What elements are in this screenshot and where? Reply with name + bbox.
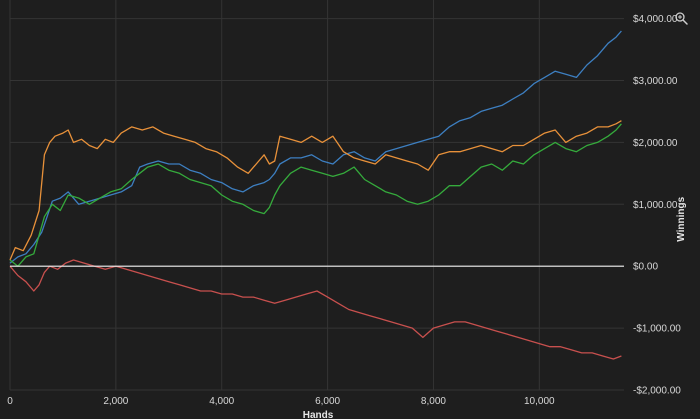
x-tick-label: 10,000 — [524, 396, 555, 407]
series-line-2 — [9, 120, 622, 261]
y-tick-label: $2,000.00 — [633, 138, 678, 149]
x-tick-label: 4,000 — [209, 396, 234, 407]
y-tick-label: $1,000.00 — [633, 200, 678, 211]
x-tick-label: 0 — [7, 396, 13, 407]
y-tick-label: $4,000.00 — [633, 14, 678, 25]
zoom-icon[interactable] — [675, 12, 688, 25]
y-tick-label: -$1,000.00 — [633, 324, 681, 335]
series-line-3 — [9, 123, 622, 267]
series-lines — [9, 30, 622, 360]
x-tick-label: 2,000 — [103, 396, 128, 407]
x-tick-label: 6,000 — [315, 396, 340, 407]
y-tick-label: -$2,000.00 — [633, 386, 681, 397]
x-axis-ticks: 0 2,000 4,000 6,000 8,000 10,000 — [7, 396, 555, 407]
y-tick-label: $0.00 — [633, 262, 658, 273]
series-line-1 — [9, 30, 622, 264]
y-axis-title: Winnings — [676, 196, 687, 241]
y-tick-label: $3,000.00 — [633, 76, 678, 87]
series-line-4 — [9, 259, 622, 360]
y-axis-ticks: -$2,000.00 -$1,000.00 $0.00 $1,000.00 $2,000… — [633, 14, 681, 396]
x-axis-title: Hands — [303, 410, 334, 419]
gridlines — [9, 0, 624, 391]
x-tick-label: 8,000 — [421, 396, 446, 407]
